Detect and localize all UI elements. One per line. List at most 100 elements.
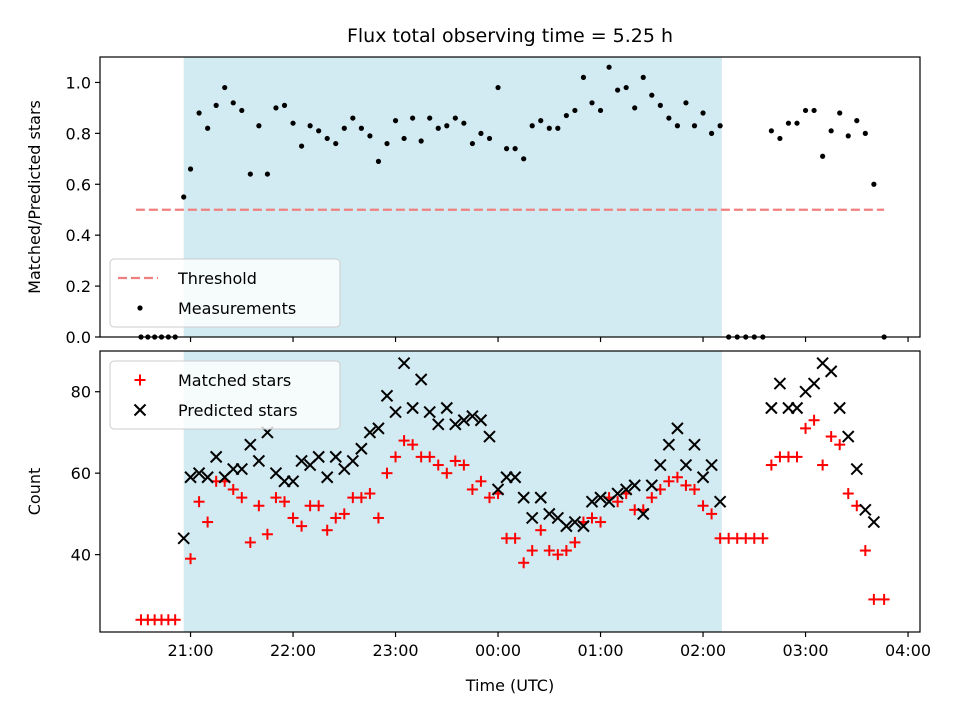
- data-point: [538, 118, 544, 124]
- data-point: [529, 123, 535, 129]
- data-point: [543, 507, 556, 521]
- data-point: [372, 512, 384, 524]
- data-point: [457, 414, 471, 427]
- data-point: [509, 532, 521, 544]
- data-point: [757, 532, 769, 544]
- data-point: [483, 430, 496, 443]
- legend-label: Predicted stars: [178, 401, 298, 420]
- y-tick-label: 0.4: [66, 226, 91, 245]
- data-point: [313, 500, 325, 512]
- data-point: [543, 545, 555, 557]
- data-point: [552, 549, 564, 561]
- data-point: [440, 401, 453, 415]
- data-point: [580, 74, 587, 80]
- data-point: [466, 483, 478, 495]
- data-point: [790, 401, 804, 415]
- data-point: [679, 458, 693, 472]
- data-point: [264, 171, 271, 177]
- data-point: [671, 471, 683, 483]
- data-point: [390, 451, 402, 463]
- data-point: [569, 536, 581, 548]
- data-point: [321, 524, 333, 536]
- data-point: [646, 492, 658, 504]
- data-point: [185, 553, 197, 565]
- data-point: [435, 125, 441, 131]
- x-tick-label: 01:00: [577, 641, 623, 660]
- data-point: [671, 422, 684, 435]
- data-point: [845, 133, 851, 139]
- data-point: [597, 107, 604, 114]
- bottom-panel: 40 60 80 21:00 22:00 23:00 00:00 01:00 02:00 03:0…: [25, 350, 931, 660]
- data-point: [201, 471, 214, 484]
- data-point: [717, 123, 723, 129]
- data-point: [475, 475, 487, 487]
- data-point: [555, 125, 561, 131]
- data-point: [227, 483, 239, 495]
- data-point: [612, 496, 624, 508]
- data-point: [777, 135, 783, 142]
- top-y-axis-label: Matched/Predicted stars: [25, 100, 44, 294]
- data-point: [495, 84, 501, 91]
- data-point: [290, 120, 296, 126]
- data-point: [765, 401, 778, 415]
- legend-label: Threshold: [177, 269, 257, 288]
- legend-swatch: [137, 305, 143, 311]
- legend-swatch: [133, 403, 147, 417]
- data-point: [295, 454, 308, 468]
- data-point: [367, 133, 373, 139]
- series-measurements: [138, 64, 887, 340]
- bottom-legend: Matched stars Predicted stars: [109, 360, 341, 430]
- data-point: [808, 414, 820, 426]
- data-point: [491, 483, 505, 496]
- data-point: [169, 614, 181, 626]
- data-point: [418, 138, 424, 144]
- x-tick-label: 21:00: [167, 641, 213, 660]
- bottom-axes-frame: [99, 350, 921, 633]
- data-point: [512, 146, 518, 152]
- data-point: [209, 450, 223, 464]
- data-point: [526, 511, 539, 525]
- data-point: [287, 512, 299, 524]
- data-point: [270, 492, 282, 504]
- data-point: [321, 471, 334, 484]
- data-point: [563, 112, 569, 119]
- data-point: [689, 483, 700, 495]
- data-point: [364, 488, 376, 500]
- data-point: [401, 135, 407, 142]
- data-point: [632, 105, 638, 111]
- legend-label: Measurements: [178, 299, 296, 318]
- data-point: [623, 84, 629, 91]
- data-point: [312, 450, 325, 464]
- y-tick-label: 40: [71, 546, 91, 565]
- data-point: [363, 426, 377, 439]
- data-point: [611, 487, 624, 500]
- x-tick-label: 04:00: [885, 641, 931, 660]
- data-point: [324, 135, 330, 142]
- data-point: [854, 118, 860, 124]
- data-point: [196, 110, 202, 116]
- data-point: [202, 516, 214, 528]
- data-point: [666, 115, 672, 121]
- data-point: [329, 450, 342, 464]
- data-point: [594, 491, 607, 504]
- data-point: [683, 100, 689, 106]
- data-point: [773, 377, 787, 390]
- data-point: [859, 545, 871, 557]
- y-tick-label: 0.2: [66, 277, 91, 296]
- data-point: [820, 153, 826, 159]
- data-point: [222, 84, 228, 91]
- data-point: [871, 181, 877, 187]
- data-point: [589, 100, 595, 106]
- data-point: [296, 520, 308, 532]
- data-point: [444, 123, 450, 129]
- data-point: [765, 459, 777, 471]
- data-point: [842, 430, 855, 443]
- data-point: [449, 418, 462, 431]
- data-point: [705, 458, 718, 472]
- data-point: [424, 451, 436, 463]
- data-point: [333, 140, 339, 147]
- data-point: [518, 557, 530, 569]
- data-point: [868, 593, 880, 605]
- data-point: [577, 519, 590, 533]
- data-point: [534, 491, 547, 504]
